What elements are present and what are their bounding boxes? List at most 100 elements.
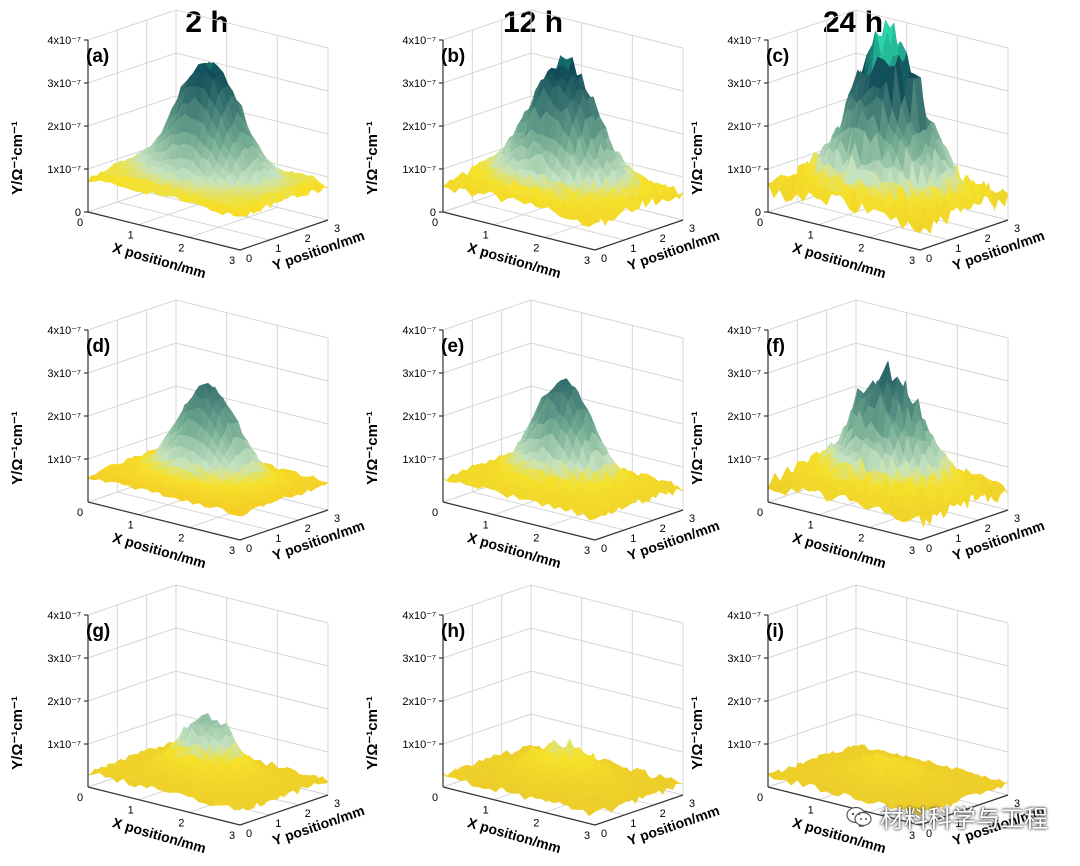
x-tick-label: 2: [178, 532, 184, 544]
x-tick-label: 2: [178, 242, 184, 254]
x-axis-line: [87, 211, 241, 251]
panel-label: (f): [766, 336, 785, 357]
x-tick-label: 1: [128, 230, 134, 242]
z-tick-label: 4x10⁻⁷: [402, 35, 436, 47]
z-tick-label: 3x10⁻⁷: [727, 368, 761, 380]
y-pos-tick-label: 1: [275, 243, 281, 255]
wall-gridline: [87, 342, 329, 382]
z-tick-label: 4x10⁻⁷: [47, 325, 81, 337]
x-tick-label: 1: [483, 230, 489, 242]
z-tick-label: 4x10⁻⁷: [402, 325, 436, 337]
y-pos-tick-label: 3: [1014, 223, 1020, 235]
z-axis-title: Y/Ω⁻¹cm⁻¹: [364, 411, 381, 485]
x-tick-label: 3: [229, 545, 235, 557]
floor-gridline: [189, 206, 278, 238]
z-tick-label: 2x10⁻⁷: [402, 411, 436, 423]
y-pos-axis-title: Y position/mm: [270, 227, 366, 273]
surface: [767, 360, 1009, 528]
z-tick-label: 4x10⁻⁷: [727, 325, 761, 337]
y-pos-tick-label: 2: [985, 233, 991, 245]
z-tick-label: 2x10⁻⁷: [727, 411, 761, 423]
x-tick-label: 1: [808, 520, 814, 532]
z-axis-title: Y/Ω⁻¹cm⁻¹: [9, 121, 26, 195]
y-pos-tick-label: 0: [601, 543, 607, 555]
z-tick-label: 2x10⁻⁷: [727, 121, 761, 133]
y-pos-tick-label: 1: [275, 533, 281, 545]
x-tick-label: 0: [757, 217, 763, 229]
y-pos-tick-label: 0: [601, 253, 607, 265]
wall-gridline: [442, 342, 684, 382]
surface: [442, 54, 684, 228]
x-axis-title: X position/mm: [111, 529, 208, 571]
z-tick-label: 3x10⁻⁷: [402, 78, 436, 90]
z-tick-label: 1x10⁻⁷: [727, 164, 761, 176]
x-tick-label: 3: [909, 545, 915, 557]
y-pos-tick-label: 3: [689, 513, 695, 525]
z-tick-label: 3x10⁻⁷: [402, 368, 436, 380]
panel-label: (e): [441, 336, 464, 357]
y-pos-tick-label: 0: [246, 543, 252, 555]
wall-gridline: [87, 299, 329, 339]
y-pos-axis-title: Y position/mm: [625, 517, 721, 563]
x-tick-label: 0: [432, 507, 438, 519]
panel-label: (b): [441, 46, 465, 67]
z-tick-label: 2x10⁻⁷: [47, 411, 81, 423]
z-tick-label: 2x10⁻⁷: [47, 121, 81, 133]
surface: [442, 378, 684, 521]
x-tick-label: 2: [533, 532, 539, 544]
panel-label: (d): [86, 336, 110, 357]
z-tick-label: 1x10⁻⁷: [402, 454, 436, 466]
column-header-12h: 12 h: [502, 6, 564, 39]
y-pos-axis-title: Y position/mm: [950, 517, 1046, 563]
z-tick-label: 1x10⁻⁷: [47, 454, 81, 466]
x-tick-label: 1: [483, 520, 489, 532]
x-tick-label: 3: [584, 545, 590, 557]
x-axis-title: X position/mm: [791, 529, 888, 571]
z-tick-label: 3x10⁻⁷: [47, 368, 81, 380]
z-tick-label: 4x10⁻⁷: [727, 35, 761, 47]
y-pos-tick-label: 2: [305, 523, 311, 535]
surface-patch: [233, 207, 244, 217]
wall-gridline: [442, 9, 684, 49]
y-pos-tick-label: 3: [689, 223, 695, 235]
y-pos-tick-label: 2: [985, 523, 991, 535]
z-axis-title: Y/Ω⁻¹cm⁻¹: [364, 121, 381, 195]
y-pos-tick-label: 2: [660, 523, 666, 535]
z-tick-label: 3x10⁻⁷: [47, 78, 81, 90]
z-axis-title: Y/Ω⁻¹cm⁻¹: [9, 411, 26, 485]
y-pos-axis-title: Y position/mm: [625, 227, 721, 273]
x-tick-label: 3: [584, 255, 590, 267]
column-header-2h: 2 h: [185, 6, 229, 39]
y-pos-tick-label: 1: [955, 533, 961, 545]
surface: [767, 19, 1009, 234]
wall-gridline: [87, 627, 329, 667]
wall-gridline: [767, 299, 1009, 339]
y-pos-tick-label: 3: [334, 513, 340, 525]
z-tick-label: 2x10⁻⁷: [402, 121, 436, 133]
wall-gridline: [442, 299, 684, 339]
y-pos-tick-label: 1: [630, 243, 636, 255]
y-pos-tick-label: 2: [660, 233, 666, 245]
z-tick-label: 3x10⁻⁷: [727, 78, 761, 90]
y-pos-axis-title: Y position/mm: [950, 227, 1046, 273]
x-tick-label: 0: [77, 217, 83, 229]
surface: [87, 61, 329, 218]
floor-gridline: [472, 201, 625, 241]
panel-label: (a): [86, 46, 109, 67]
y-pos-tick-label: 1: [955, 243, 961, 255]
y-pos-tick-label: 0: [246, 253, 252, 265]
x-tick-label: 3: [909, 255, 915, 267]
x-axis-title: X position/mm: [791, 239, 888, 281]
wall-gridline: [87, 9, 329, 49]
x-tick-label: 0: [432, 217, 438, 229]
y-pos-tick-label: 0: [926, 253, 932, 265]
wall-gridline: [87, 670, 329, 710]
floor-gridline: [117, 201, 270, 241]
axes: [84, 39, 329, 251]
